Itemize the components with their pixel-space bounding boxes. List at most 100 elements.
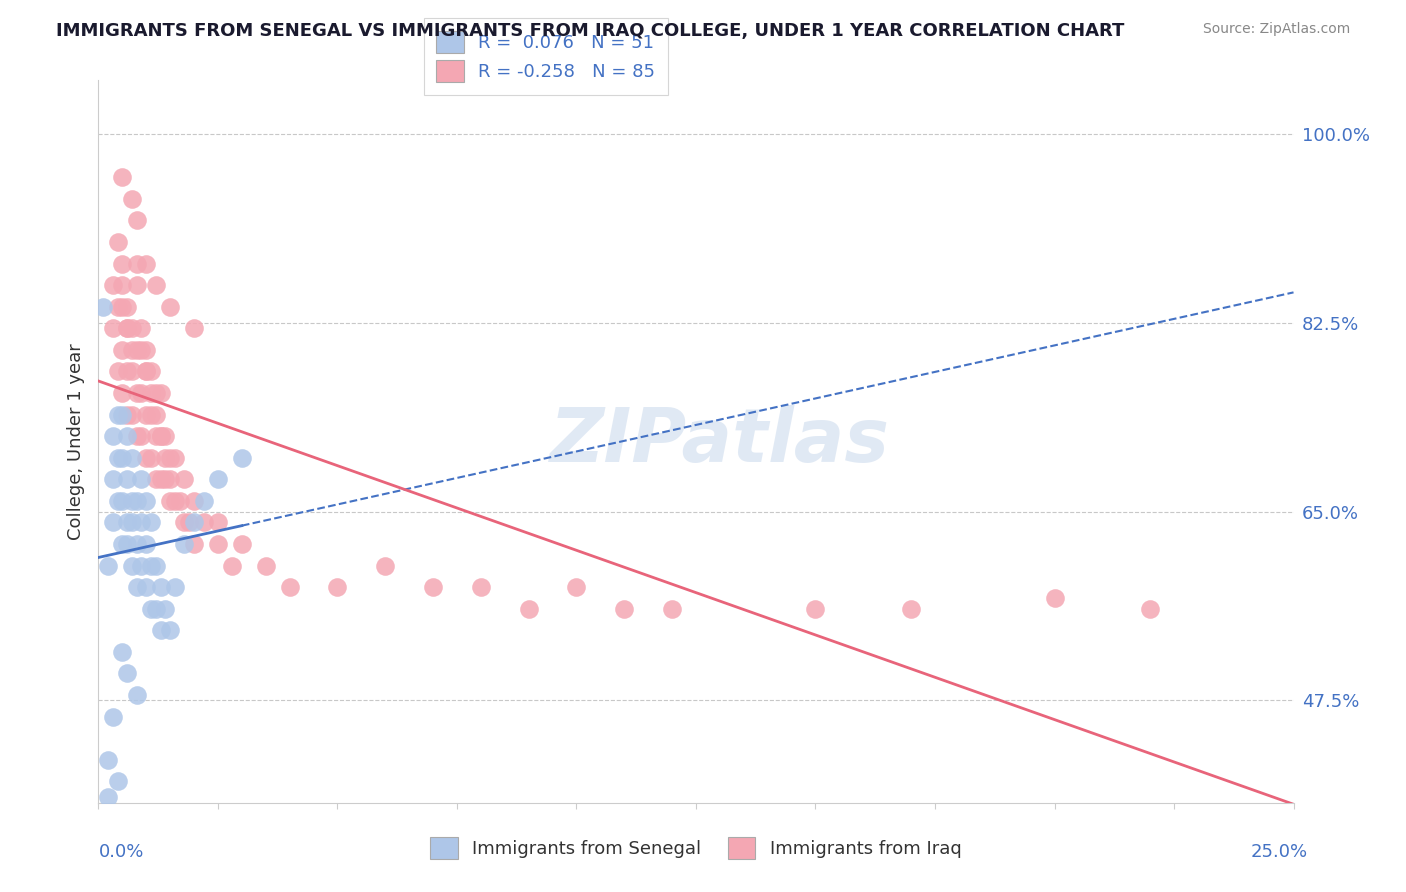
Point [155, 472, 177, 486]
Point [159, 300, 181, 314]
Point [613, 601, 636, 615]
Point [107, 300, 129, 314]
Point [121, 408, 143, 422]
Point [155, 601, 177, 615]
Point [101, 516, 124, 530]
Point [173, 537, 195, 551]
Point [121, 321, 143, 335]
Point [125, 688, 148, 702]
Point [125, 278, 148, 293]
Point [131, 429, 153, 443]
Point [145, 601, 167, 615]
Point [115, 429, 138, 443]
Point [221, 558, 243, 573]
Point [139, 386, 162, 401]
Point [163, 493, 186, 508]
Point [278, 580, 301, 594]
Point [139, 601, 162, 615]
Point [163, 450, 186, 465]
Point [121, 450, 143, 465]
Point [135, 408, 157, 422]
Point [135, 364, 157, 378]
Text: ZIPatlas: ZIPatlas [550, 405, 890, 478]
Point [121, 364, 143, 378]
Point [149, 624, 172, 638]
Point [139, 516, 162, 530]
Point [125, 213, 148, 227]
Point [97, 753, 120, 767]
Point [145, 408, 167, 422]
Point [374, 558, 396, 573]
Point [149, 386, 172, 401]
Point [135, 450, 157, 465]
Point [326, 580, 349, 594]
Legend: Immigrants from Senegal, Immigrants from Iraq: Immigrants from Senegal, Immigrants from… [430, 837, 962, 859]
Point [125, 493, 148, 508]
Point [155, 450, 177, 465]
Point [207, 516, 229, 530]
Point [101, 472, 124, 486]
Point [193, 516, 215, 530]
Point [97, 558, 120, 573]
Point [207, 537, 229, 551]
Point [131, 321, 153, 335]
Point [107, 235, 129, 249]
Point [101, 278, 124, 293]
Point [517, 601, 540, 615]
Point [111, 386, 134, 401]
Point [159, 493, 181, 508]
Point [183, 321, 205, 335]
Point [135, 257, 157, 271]
Point [125, 257, 148, 271]
Point [115, 364, 138, 378]
Point [115, 472, 138, 486]
Point [111, 343, 134, 357]
Point [149, 580, 172, 594]
Point [111, 408, 134, 422]
Point [135, 364, 157, 378]
Point [207, 472, 229, 486]
Point [91, 300, 114, 314]
Point [145, 429, 167, 443]
Point [1139, 601, 1161, 615]
Point [111, 278, 134, 293]
Text: Source: ZipAtlas.com: Source: ZipAtlas.com [1202, 22, 1350, 37]
Point [125, 580, 148, 594]
Point [115, 408, 138, 422]
Text: IMMIGRANTS FROM SENEGAL VS IMMIGRANTS FROM IRAQ COLLEGE, UNDER 1 YEAR CORRELATIO: IMMIGRANTS FROM SENEGAL VS IMMIGRANTS FR… [56, 22, 1125, 40]
Point [661, 601, 683, 615]
Point [107, 408, 129, 422]
Point [111, 537, 134, 551]
Point [139, 364, 162, 378]
Point [101, 429, 124, 443]
Point [131, 558, 153, 573]
Point [121, 192, 143, 206]
Point [804, 601, 827, 615]
Point [900, 601, 922, 615]
Point [121, 516, 143, 530]
Point [163, 580, 186, 594]
Point [169, 493, 191, 508]
Point [125, 343, 148, 357]
Point [145, 278, 167, 293]
Point [183, 537, 205, 551]
Point [149, 429, 172, 443]
Point [121, 343, 143, 357]
Point [139, 450, 162, 465]
Point [107, 364, 129, 378]
Point [254, 558, 277, 573]
Point [131, 516, 153, 530]
Text: 0.0%: 0.0% [98, 843, 143, 861]
Point [183, 493, 205, 508]
Point [111, 300, 134, 314]
Point [155, 429, 177, 443]
Point [179, 516, 201, 530]
Point [231, 450, 253, 465]
Point [135, 537, 157, 551]
Point [115, 300, 138, 314]
Point [145, 386, 167, 401]
Point [101, 709, 124, 723]
Point [125, 429, 148, 443]
Point [135, 343, 157, 357]
Text: 25.0%: 25.0% [1250, 843, 1308, 861]
